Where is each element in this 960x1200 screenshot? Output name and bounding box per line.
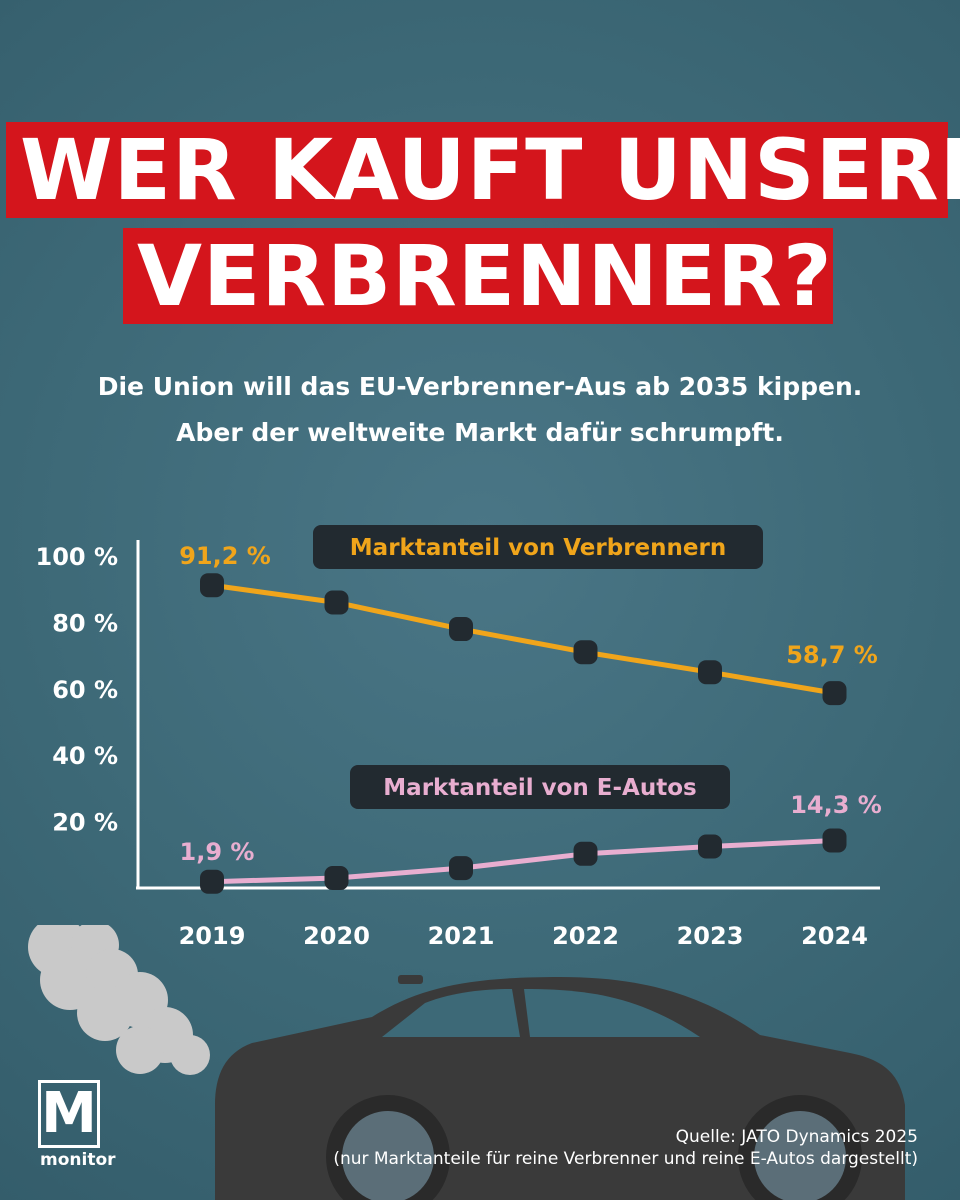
x-tick-label: 2022 (552, 922, 619, 950)
title-line-2: VERBRENNER? (123, 228, 833, 324)
data-point (449, 856, 473, 881)
data-point (698, 834, 722, 859)
car-hubcap (754, 1111, 846, 1200)
data-point (449, 617, 473, 642)
y-tick-label: 40 % (52, 742, 118, 770)
data-point (573, 841, 598, 866)
y-tick-label: 100 % (36, 543, 119, 571)
series-line-1 (211, 582, 835, 696)
logo-mark: M (38, 1080, 100, 1148)
data-point (698, 660, 722, 685)
data-point (324, 590, 349, 615)
monitor-logo: M monitor (38, 1080, 118, 1170)
verbrenner-series-label: Marktanteil von Verbrennern (350, 535, 726, 561)
x-tick-label: 2021 (428, 922, 495, 950)
exhaust-smoke (28, 925, 210, 1075)
data-point (822, 828, 847, 853)
title-block: WER KAUFT UNSERE VERBRENNER? (0, 0, 960, 340)
x-tick-label: 2024 (801, 922, 868, 950)
source-line-2: (nur Marktanteile für reine Verbrenner u… (333, 1149, 918, 1169)
verbrenner-series-label-bg (313, 525, 763, 569)
verbrenner-end-label: 58,7 % (786, 641, 878, 669)
car-window (382, 989, 520, 1037)
source-note: Quelle: JATO Dynamics 2025 (nur Marktant… (333, 1126, 918, 1170)
y-tick-label: 80 % (52, 609, 118, 637)
source-line-1: Quelle: JATO Dynamics 2025 (675, 1127, 918, 1147)
subtitle-line-2: Aber der weltweite Markt dafür schrumpft… (176, 418, 784, 447)
car-hubcap (342, 1111, 434, 1200)
data-point (200, 869, 224, 894)
y-tick-label: 60 % (52, 676, 118, 704)
subtitle-line-1: Die Union will das EU-Verbrenner-Aus ab … (97, 372, 863, 401)
data-point (822, 681, 847, 706)
data-point (324, 866, 349, 891)
y-tick-label: 20 % (52, 809, 118, 837)
x-tick-label: 2019 (179, 922, 246, 950)
car-illustration (28, 925, 905, 1200)
title-line-1: WER KAUFT UNSERE (6, 122, 960, 218)
x-tick-label: 2023 (677, 922, 744, 950)
eauto-start-label: 1,9 % (180, 838, 255, 866)
eauto-series-label: Marktanteil von E-Autos (383, 775, 696, 801)
eauto-series-label-bg (350, 765, 730, 809)
data-point (573, 640, 598, 665)
x-tick-label: 2020 (303, 922, 370, 950)
eauto-end-label: 14,3 % (790, 791, 882, 819)
data-point (200, 573, 224, 598)
car-window (524, 989, 700, 1037)
verbrenner-start-label: 91,2 % (179, 542, 271, 570)
series-line-2 (211, 838, 835, 885)
logo-text: monitor (40, 1150, 116, 1170)
market-share-chart: 100 % 80 % 60 % 40 % 20 % 2019 2020 2021 2022 202… (36, 525, 882, 950)
car-silhouette (215, 975, 905, 1200)
